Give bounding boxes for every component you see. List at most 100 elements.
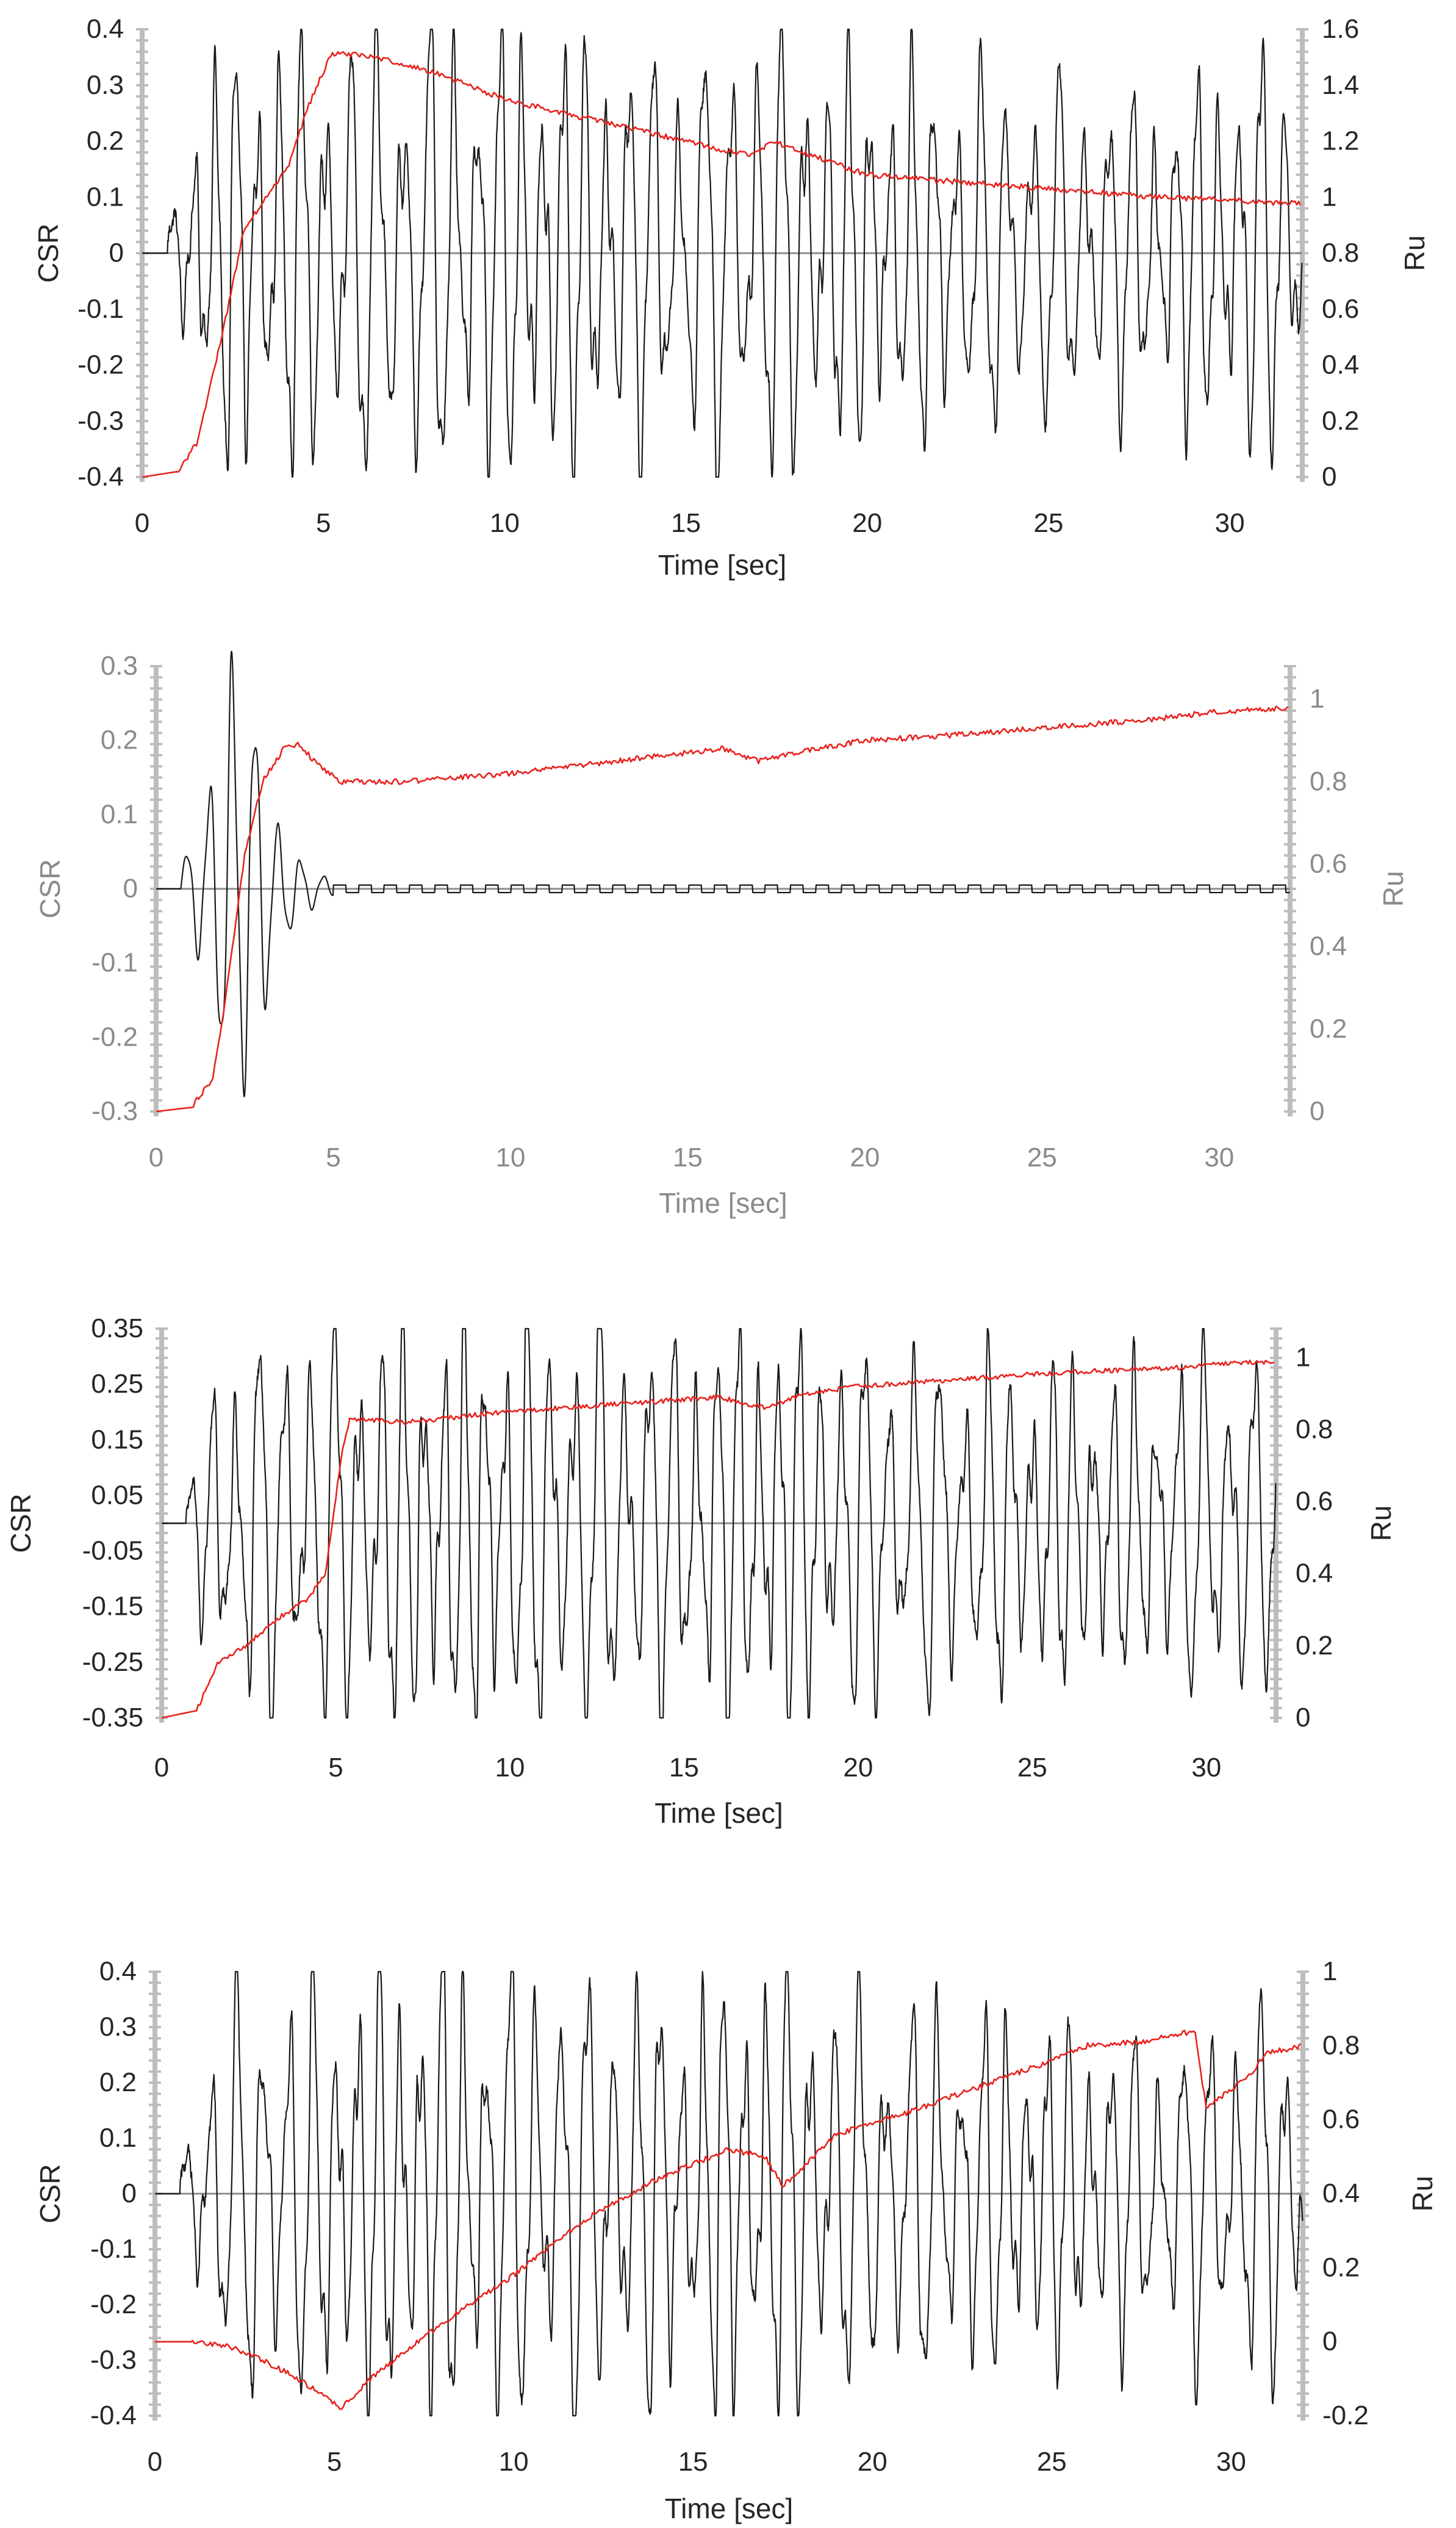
x-tick-label: 10 bbox=[499, 2447, 529, 2477]
y2-axis-title: Ru bbox=[1377, 871, 1409, 907]
x-tick-label: 30 bbox=[1216, 2447, 1246, 2477]
y2-tick-label: 0.6 bbox=[1322, 2105, 1360, 2135]
x-tick-label: 0 bbox=[149, 1143, 163, 1172]
y2-tick-label: 0.6 bbox=[1322, 294, 1359, 324]
x-tick-label: 15 bbox=[678, 2447, 708, 2477]
y-tick-label: 0 bbox=[123, 874, 138, 903]
x-axis-title: Time [sec] bbox=[665, 2493, 793, 2524]
y2-tick-label: 0.4 bbox=[1310, 932, 1347, 961]
x-tick-label: 20 bbox=[843, 1753, 873, 1783]
x-tick-label: 15 bbox=[669, 1753, 699, 1783]
y-tick-label: -0.1 bbox=[90, 2234, 137, 2264]
series-line-csr bbox=[154, 1970, 1304, 2417]
y-tick-label: -0.3 bbox=[77, 406, 124, 436]
y-axis-title: CSR bbox=[5, 1493, 37, 1553]
y2-tick-label: 0.4 bbox=[1296, 1559, 1333, 1589]
y-tick-label: 0.3 bbox=[101, 651, 138, 681]
series-line-ru bbox=[142, 51, 1302, 478]
y-tick-label: 0.4 bbox=[99, 1956, 137, 1986]
x-axis-title: Time [sec] bbox=[659, 1187, 787, 1219]
x-tick-label: 5 bbox=[316, 508, 331, 538]
y2-tick-label: 0.6 bbox=[1296, 1487, 1333, 1517]
x-tick-label: 0 bbox=[148, 2447, 162, 2477]
x-tick-label: 25 bbox=[1037, 2447, 1067, 2477]
y2-axis-title: Ru bbox=[1399, 235, 1430, 271]
panel-3: -0.35-0.25-0.15-0.050.050.150.250.3500.2… bbox=[5, 1313, 1397, 1829]
y2-tick-label: 1.4 bbox=[1322, 70, 1359, 100]
y-tick-label: -0.1 bbox=[91, 948, 138, 978]
y2-tick-label: -0.2 bbox=[1322, 2401, 1369, 2430]
x-axis-title: Time [sec] bbox=[654, 1797, 783, 1829]
y-tick-label: 0.1 bbox=[99, 2123, 137, 2153]
y2-tick-label: 0.2 bbox=[1322, 406, 1359, 436]
y-tick-label: -0.3 bbox=[91, 1096, 138, 1126]
y2-tick-label: 0.2 bbox=[1322, 2252, 1360, 2282]
y2-tick-label: 1 bbox=[1310, 684, 1324, 714]
y-tick-label: 0.1 bbox=[87, 182, 124, 212]
y2-tick-label: 1.6 bbox=[1322, 14, 1359, 44]
y2-tick-label: 0.2 bbox=[1310, 1014, 1347, 1044]
x-tick-label: 5 bbox=[326, 1143, 340, 1172]
y2-tick-label: 0.6 bbox=[1310, 849, 1347, 878]
y-tick-label: 0.3 bbox=[99, 2012, 137, 2042]
y-tick-label: -0.2 bbox=[77, 350, 124, 380]
y-axis-title: CSR bbox=[34, 859, 66, 918]
series-line-ru bbox=[156, 705, 1289, 1113]
x-tick-label: 5 bbox=[327, 2447, 342, 2477]
y-axis-title: CSR bbox=[32, 223, 64, 282]
y-tick-label: -0.05 bbox=[82, 1536, 143, 1566]
y2-tick-label: 0 bbox=[1322, 2327, 1337, 2357]
x-tick-label: 25 bbox=[1027, 1143, 1057, 1172]
series-line-csr bbox=[161, 1327, 1277, 1719]
y-tick-label: 0.2 bbox=[99, 2067, 137, 2097]
y2-tick-label: 0.8 bbox=[1322, 238, 1359, 268]
y2-tick-label: 0 bbox=[1310, 1096, 1324, 1126]
y-tick-label: -0.2 bbox=[90, 2289, 137, 2319]
series-line-csr bbox=[156, 650, 1290, 1097]
x-tick-label: 15 bbox=[671, 508, 701, 538]
y-tick-label: 0.15 bbox=[91, 1424, 143, 1454]
panel-4: -0.4 -0.3 -0.2 -0.1 0 0.1 0.2 0.3 0.4 -0.2 0 0.2 0.4… bbox=[34, 1956, 1438, 2524]
y2-axis-title: Ru bbox=[1365, 1506, 1397, 1542]
x-tick-label: 30 bbox=[1204, 1143, 1234, 1172]
x-tick-label: 25 bbox=[1017, 1753, 1047, 1783]
x-tick-label: 0 bbox=[135, 508, 149, 538]
x-tick-label: 20 bbox=[852, 508, 882, 538]
y-tick-label: 0.3 bbox=[87, 70, 124, 100]
x-tick-label: 10 bbox=[490, 508, 520, 538]
y-tick-label: 0.2 bbox=[87, 126, 124, 156]
y2-tick-label: 1 bbox=[1296, 1342, 1310, 1372]
series-line-ru bbox=[161, 1359, 1275, 1719]
y-tick-label: 0.4 bbox=[87, 14, 124, 44]
y-tick-label: 0.25 bbox=[91, 1369, 143, 1399]
series-line-ru bbox=[155, 2030, 1302, 2410]
x-tick-label: 30 bbox=[1215, 508, 1245, 538]
y-tick-label: 0.1 bbox=[101, 799, 138, 829]
y2-tick-label: 0 bbox=[1296, 1703, 1310, 1733]
panel-1: -0.4 -0.3 -0.2 -0.1 0 0.1 0.2 0.3 0.4 0 0.2 0.4 0.6 0… bbox=[32, 14, 1430, 581]
y-tick-label: 0.05 bbox=[91, 1480, 143, 1510]
y2-tick-label: 1.2 bbox=[1322, 126, 1359, 156]
y2-tick-label: 0.8 bbox=[1322, 2030, 1360, 2060]
y-tick-label: 0.35 bbox=[91, 1313, 143, 1343]
y-tick-label: 0 bbox=[122, 2178, 137, 2208]
y2-tick-label: 1 bbox=[1322, 182, 1336, 212]
y2-tick-label: 0.8 bbox=[1310, 766, 1347, 796]
y2-tick-label: 1 bbox=[1322, 1956, 1337, 1986]
x-tick-label: 10 bbox=[495, 1753, 525, 1783]
y-tick-label: 0.2 bbox=[101, 725, 138, 755]
y-axis-title: CSR bbox=[34, 2164, 66, 2223]
series-line-csr bbox=[142, 28, 1303, 478]
y2-tick-label: 0.2 bbox=[1296, 1631, 1333, 1661]
y-tick-label: -0.1 bbox=[77, 294, 124, 324]
x-axis-title: Time [sec] bbox=[658, 549, 786, 581]
y-tick-label: -0.2 bbox=[91, 1022, 138, 1052]
y-tick-label: 0 bbox=[109, 238, 124, 268]
y2-tick-label: 0 bbox=[1322, 462, 1336, 492]
y-tick-label: -0.3 bbox=[90, 2345, 137, 2375]
y2-axis-title: Ru bbox=[1407, 2176, 1438, 2212]
y-tick-label: -0.25 bbox=[82, 1647, 143, 1677]
y2-tick-label: 0.8 bbox=[1296, 1414, 1333, 1444]
x-tick-label: 15 bbox=[673, 1143, 703, 1172]
